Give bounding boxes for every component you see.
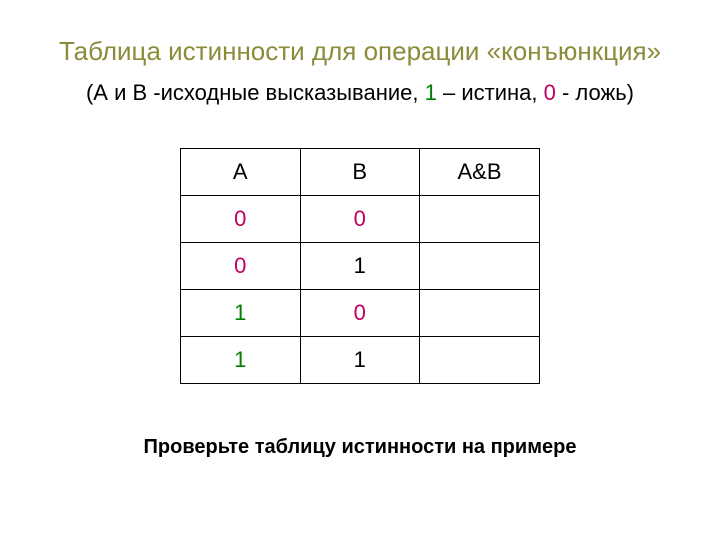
cell — [420, 243, 540, 290]
footer-text: Проверьте таблицу истинности на примере — [0, 436, 720, 459]
subtitle-part-3: - ложь) — [556, 80, 634, 105]
subtitle-zero: 0 — [544, 80, 556, 105]
col-header-a: А — [181, 149, 301, 196]
subtitle-part-2: – истина, — [437, 80, 544, 105]
cell: 1 — [300, 243, 420, 290]
cell: 0 — [181, 243, 301, 290]
cell: 0 — [300, 290, 420, 337]
subtitle-part-1: (А и В -исходные высказывание, — [86, 80, 425, 105]
table-row: 0 0 — [181, 196, 540, 243]
cell: 0 — [300, 196, 420, 243]
slide-subtitle: (А и В -исходные высказывание, 1 – истин… — [0, 80, 720, 106]
col-header-b: В — [300, 149, 420, 196]
cell: 1 — [300, 337, 420, 384]
cell: 1 — [181, 337, 301, 384]
cell: 0 — [181, 196, 301, 243]
subtitle-one: 1 — [425, 80, 437, 105]
table-header-row: А В А&В — [181, 149, 540, 196]
slide-title: Таблица истинности для операции «конъюнк… — [0, 36, 720, 67]
cell: 1 — [181, 290, 301, 337]
cell — [420, 196, 540, 243]
table-row: 1 0 — [181, 290, 540, 337]
table-row: 0 1 — [181, 243, 540, 290]
cell — [420, 290, 540, 337]
slide: Таблица истинности для операции «конъюнк… — [0, 0, 720, 540]
cell — [420, 337, 540, 384]
col-header-ab: А&В — [420, 149, 540, 196]
table-row: 1 1 — [181, 337, 540, 384]
truth-table: А В А&В 0 0 0 1 1 0 1 1 — [180, 148, 540, 384]
